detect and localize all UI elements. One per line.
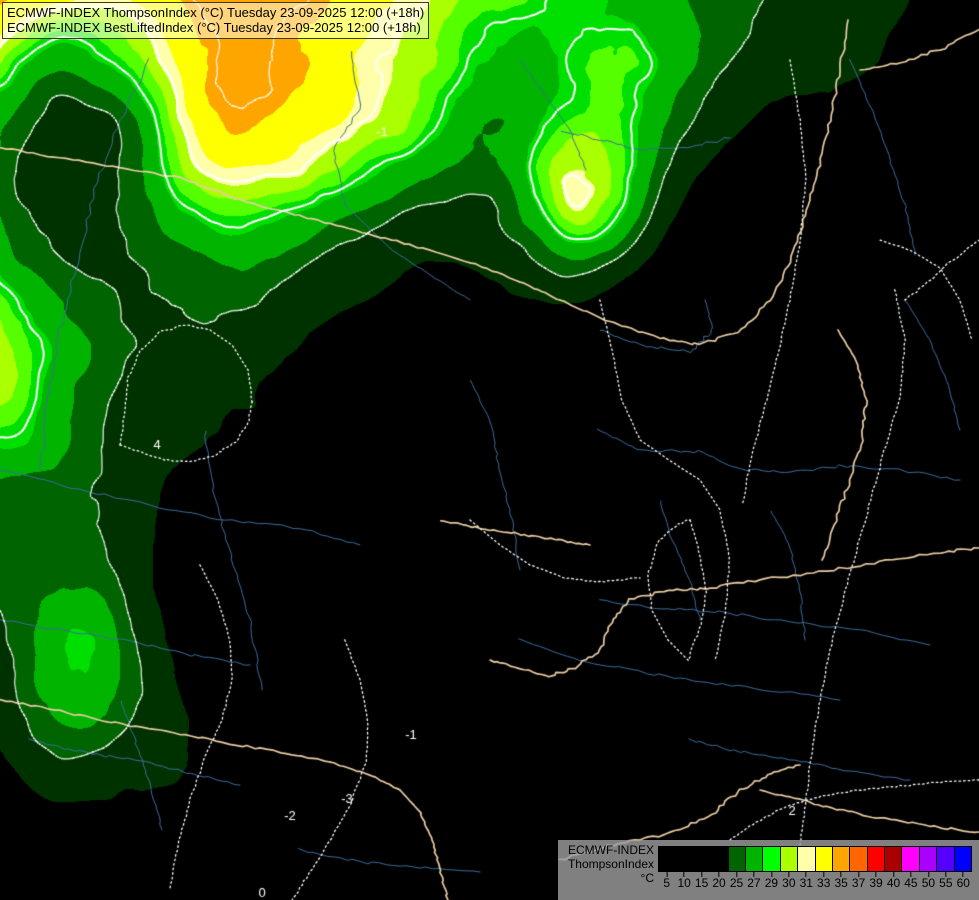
- legend-tick: 39: [869, 872, 883, 890]
- legend-label-column: ECMWF-INDEX ThompsonIndex °C: [558, 840, 658, 885]
- legend-tick: 33: [817, 872, 830, 890]
- legend-model-label: ECMWF-INDEX: [568, 843, 654, 857]
- legend-swatch: [815, 847, 833, 871]
- legend-swatch: [745, 847, 764, 871]
- legend-scale: 5 10 15 20 25 27 29 30 31 33 35 37 39 40 45 50 55 60: [658, 846, 972, 894]
- legend-tick: 60: [957, 872, 970, 890]
- legend-tick: 10: [677, 872, 691, 890]
- forecast-title-line-1: ECMWF-INDEX ThompsonIndex (°C) Tuesday 2…: [7, 5, 425, 20]
- legend-swatch: [919, 847, 938, 871]
- legend-swatch: [659, 847, 677, 871]
- legend-tick: 31: [800, 872, 813, 890]
- legend-tick: 20: [712, 872, 726, 890]
- legend-swatch: [850, 847, 868, 871]
- legend-tick: 55: [939, 872, 953, 890]
- legend-tick: 25: [730, 872, 743, 890]
- legend-tick: 15: [695, 872, 708, 890]
- legend-tick: 5: [663, 872, 670, 890]
- legend-swatch: [763, 847, 781, 871]
- legend-swatch: [902, 847, 920, 871]
- legend-tick: 35: [834, 872, 848, 890]
- legend-tick: 30: [782, 872, 796, 890]
- legend-tick: 29: [765, 872, 778, 890]
- legend-tick: 50: [922, 872, 935, 890]
- legend-swatch: [693, 847, 712, 871]
- legend-swatch: [728, 847, 746, 871]
- legend-tick: 45: [904, 872, 918, 890]
- legend-swatch: [954, 847, 972, 871]
- legend-unit-label: °C: [640, 871, 654, 885]
- legend-swatch: [798, 847, 816, 871]
- legend-swatch: [867, 847, 886, 871]
- legend-swatch: [885, 847, 903, 871]
- legend-parameter-label: ThompsonIndex: [567, 857, 654, 871]
- color-scale-legend: ECMWF-INDEX ThompsonIndex °C 5 10 15 20 25 27…: [558, 840, 979, 900]
- legend-tick: 37: [852, 872, 865, 890]
- forecast-title-line-2: ECMWF-INDEX BestLiftedIndex (°C) Tuesday…: [7, 20, 421, 35]
- legend-tick-labels: 5 10 15 20 25 27 29 30 31 33 35 37 39 40 45 50 55 60: [658, 872, 972, 894]
- forecast-title-box: ECMWF-INDEX ThompsonIndex (°C) Tuesday 2…: [2, 2, 430, 39]
- legend-swatch: [676, 847, 694, 871]
- legend-swatch: [711, 847, 729, 871]
- legend-swatch: [937, 847, 955, 871]
- legend-swatch: [832, 847, 851, 871]
- legend-swatch: [780, 847, 799, 871]
- legend-tick: 27: [747, 872, 761, 890]
- legend-tick: 40: [887, 872, 900, 890]
- legend-color-swatches: [658, 846, 972, 872]
